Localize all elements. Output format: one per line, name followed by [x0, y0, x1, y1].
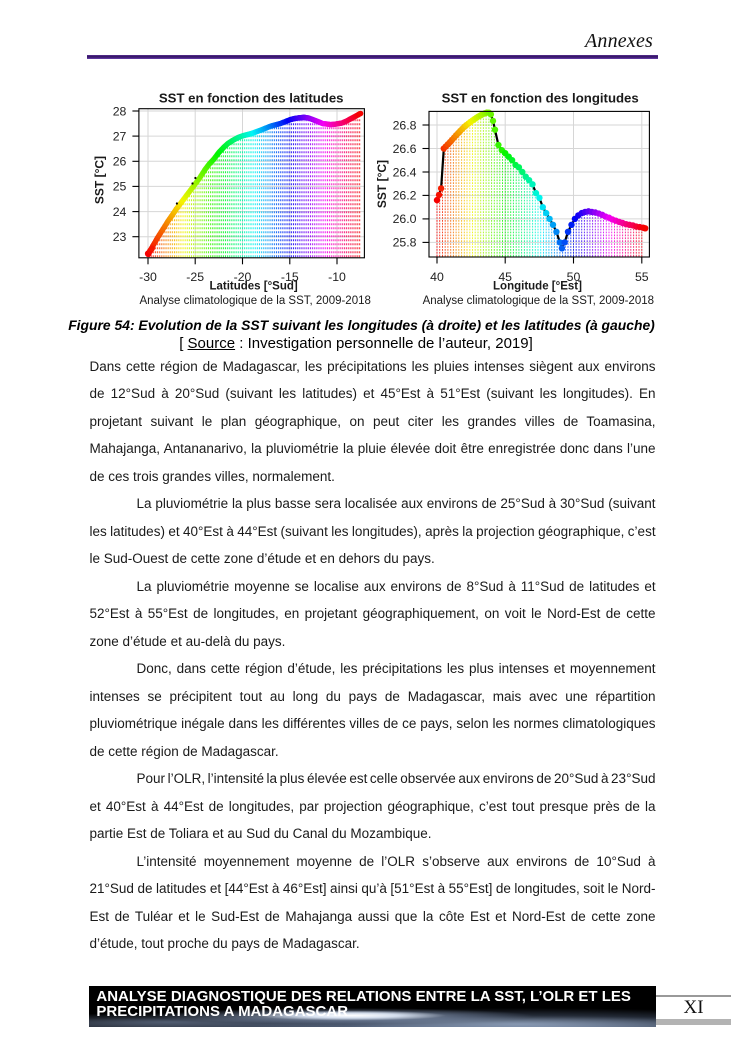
svg-text:Analyse climatologique de la S: Analyse climatologique de la SST, 2009-2…	[139, 295, 370, 307]
svg-text:SST en fonction des latitudes: SST en fonction des latitudes	[159, 91, 344, 106]
svg-text:-10: -10	[328, 270, 346, 284]
svg-text:-15: -15	[281, 270, 299, 284]
svg-text:-30: -30	[139, 270, 157, 284]
svg-text:23: 23	[113, 230, 127, 244]
svg-text:SST [°C]: SST [°C]	[375, 160, 389, 208]
svg-text:25.8: 25.8	[393, 236, 417, 250]
svg-text:Latitudes [°Sud]: Latitudes [°Sud]	[209, 281, 297, 293]
svg-text:26.2: 26.2	[393, 189, 417, 203]
svg-text:40: 40	[430, 270, 444, 284]
svg-text:26.0: 26.0	[393, 212, 417, 226]
svg-text:26.6: 26.6	[393, 142, 417, 156]
svg-text:26.8: 26.8	[393, 118, 417, 132]
svg-text:50: 50	[567, 270, 581, 284]
svg-text:26.4: 26.4	[393, 165, 417, 179]
svg-text:-20: -20	[234, 270, 252, 284]
svg-text:28: 28	[113, 104, 127, 118]
svg-text:27: 27	[113, 129, 127, 143]
svg-text:26: 26	[113, 155, 127, 169]
svg-text:55: 55	[635, 270, 649, 284]
svg-text:25: 25	[113, 180, 127, 194]
svg-text:24: 24	[113, 205, 127, 219]
svg-text:-25: -25	[186, 270, 204, 284]
svg-text:Analyse climatologique de la S: Analyse climatologique de la SST, 2009-2…	[423, 295, 654, 307]
svg-text:Longitude [°Est]: Longitude [°Est]	[493, 281, 582, 293]
svg-text:SST [°C]: SST [°C]	[93, 156, 107, 204]
svg-text:45: 45	[498, 270, 512, 284]
svg-text:SST en fonction des longitudes: SST en fonction des longitudes	[442, 91, 639, 106]
